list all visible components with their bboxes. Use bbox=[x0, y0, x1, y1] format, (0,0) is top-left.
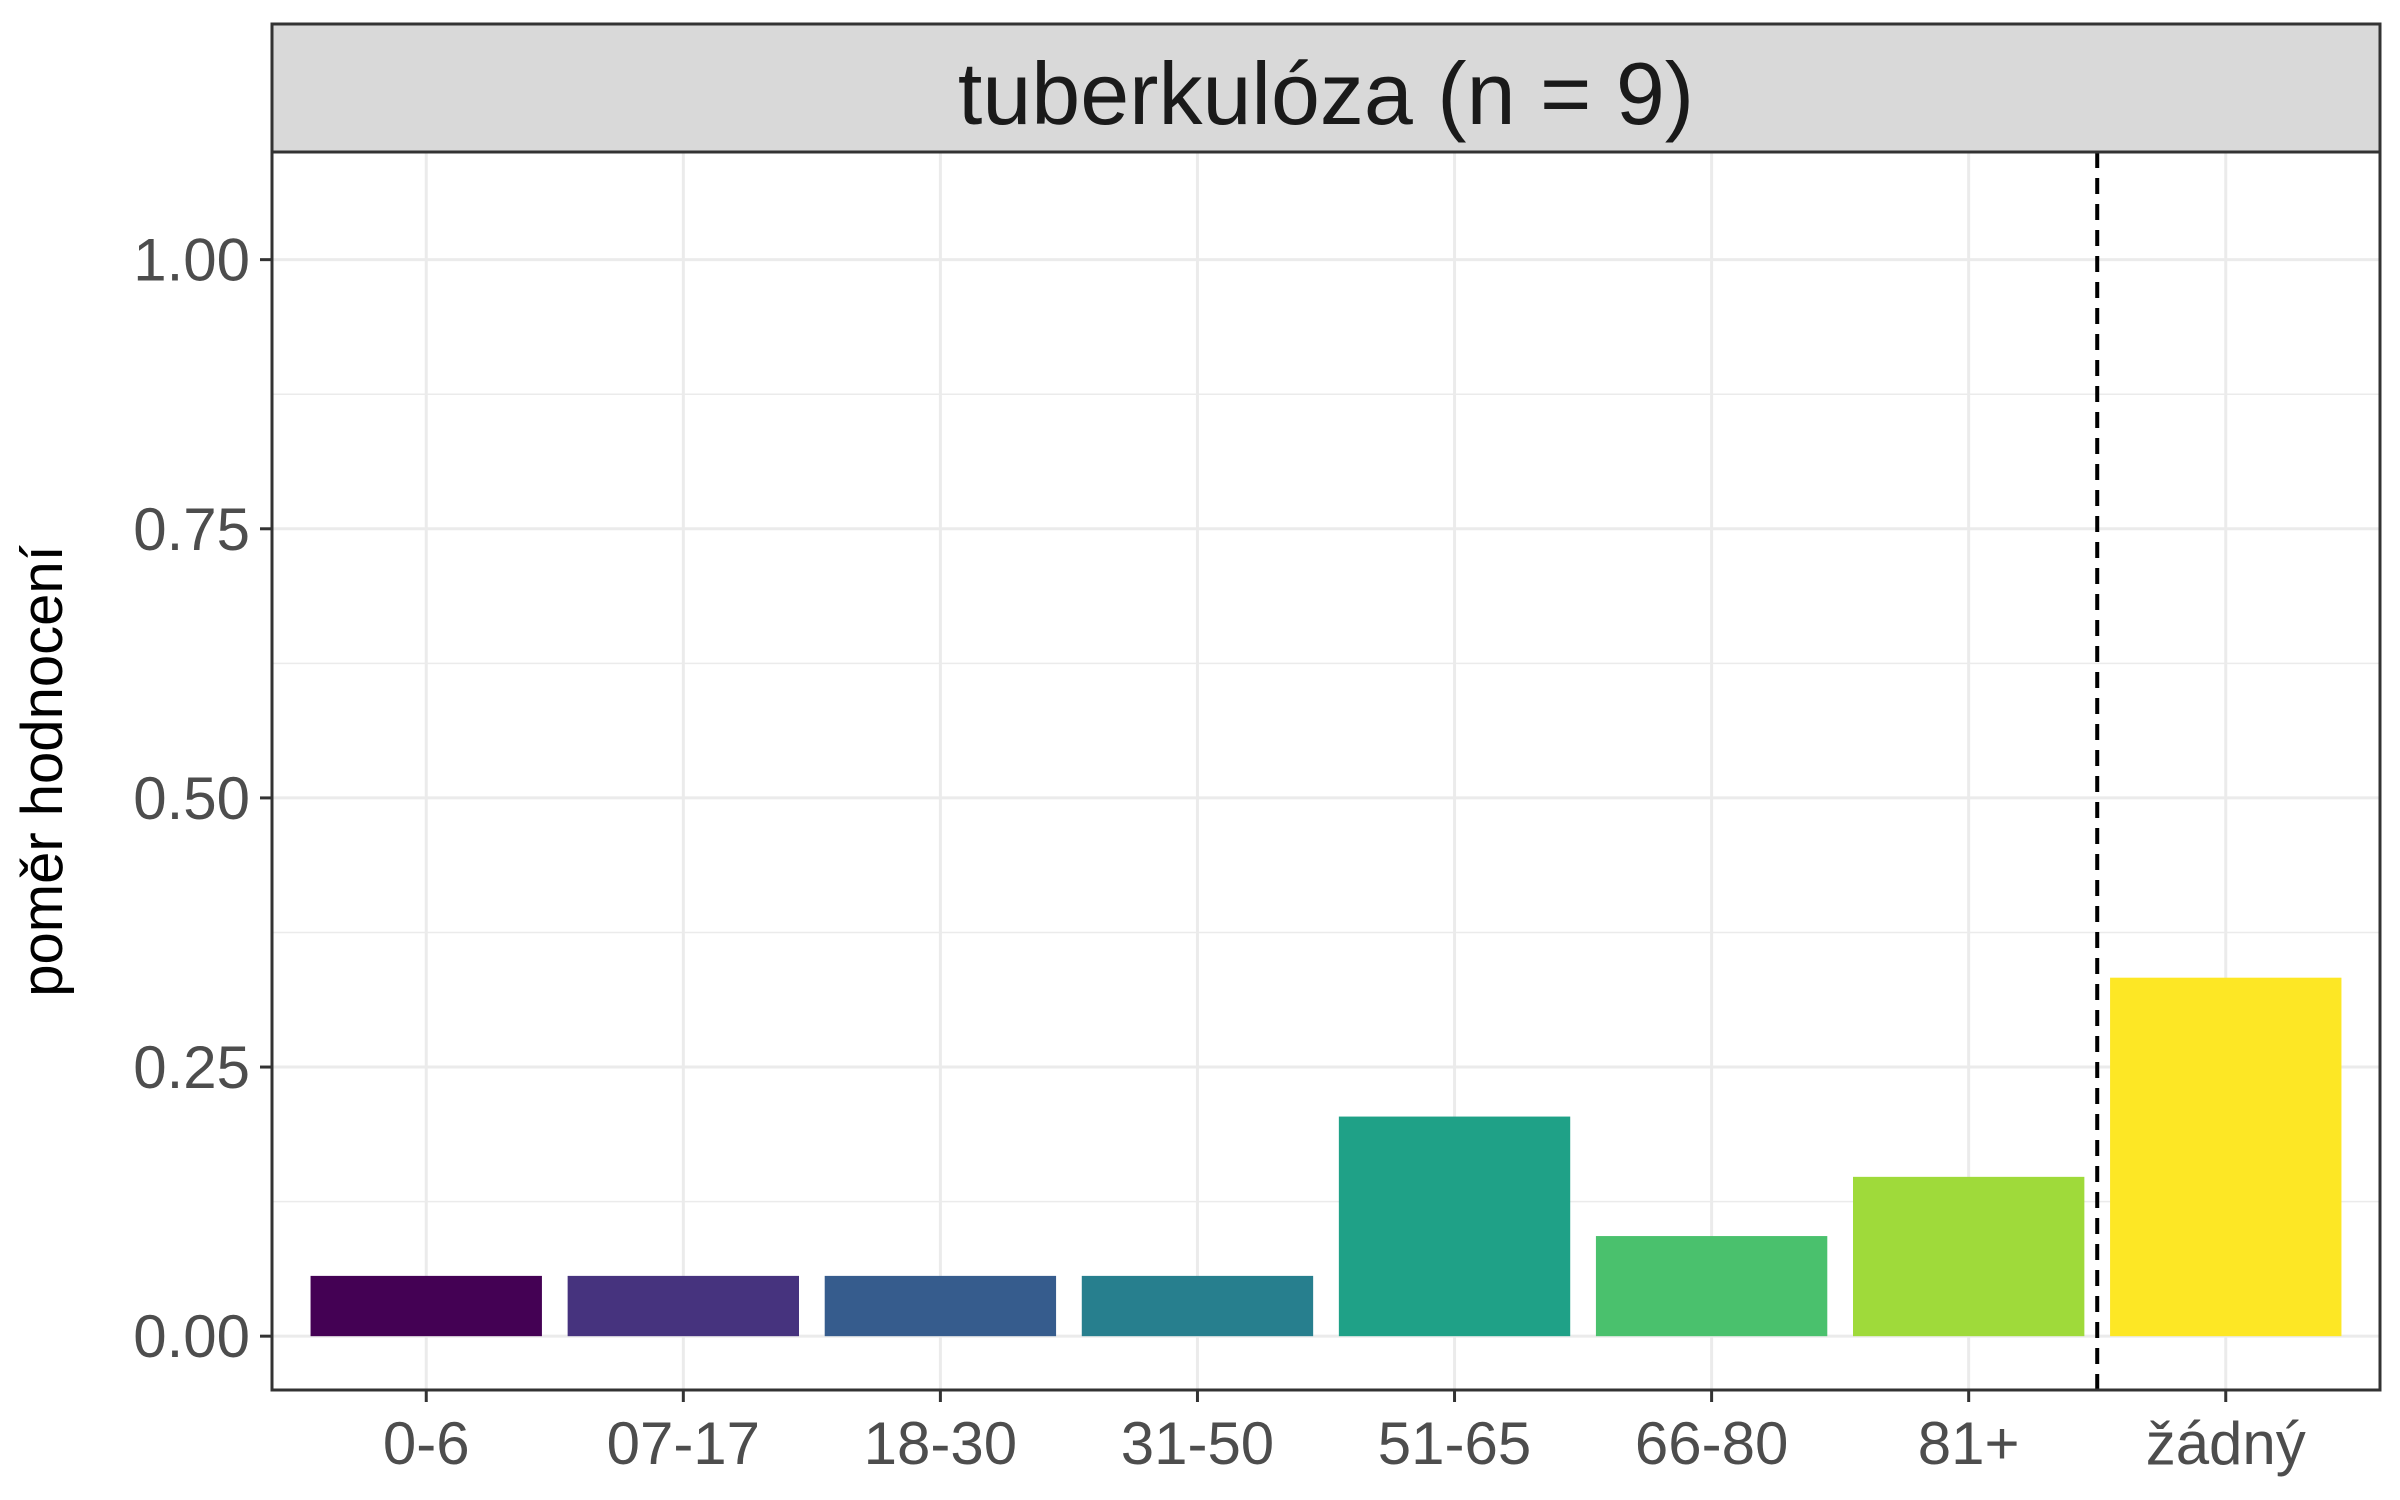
x-tick-label: 66-80 bbox=[1635, 1410, 1788, 1477]
y-tick-label: 0.25 bbox=[133, 1034, 250, 1101]
y-tick-label: 0.75 bbox=[133, 496, 250, 563]
panel-border bbox=[270, 150, 2382, 1392]
bar-31-50 bbox=[1081, 1275, 1314, 1337]
bar-81+ bbox=[1853, 1176, 2085, 1337]
facet-strip bbox=[270, 22, 2382, 154]
x-tick-label: 51-65 bbox=[1378, 1410, 1531, 1477]
bar-51-65 bbox=[1338, 1116, 1571, 1337]
x-tick-label: 07-17 bbox=[607, 1410, 760, 1477]
bar-žádný bbox=[2110, 977, 2342, 1337]
y-axis: 0.00 0.25 0.50 0.75 1.00 bbox=[133, 227, 272, 1370]
x-axis: 0-6 07-17 18-30 31-50 51-65 66-80 81+ žádný bbox=[383, 1390, 2306, 1477]
y-axis-title: poměr hodnocení bbox=[10, 545, 75, 996]
bar-07-17 bbox=[567, 1275, 799, 1337]
y-tick-label: 0.50 bbox=[133, 765, 250, 832]
bar-18-30 bbox=[824, 1275, 1057, 1337]
bars bbox=[310, 977, 2342, 1337]
x-tick-label: 18-30 bbox=[864, 1410, 1017, 1477]
facet-title: tuberkulóza (n = 9) bbox=[958, 44, 1694, 143]
x-tick-label: 0-6 bbox=[383, 1410, 470, 1477]
bar-66-80 bbox=[1595, 1236, 1828, 1337]
x-tick-label: 31-50 bbox=[1121, 1410, 1274, 1477]
bar-0-6 bbox=[310, 1275, 542, 1337]
x-tick-label: žádný bbox=[2146, 1410, 2306, 1477]
x-tick-label: 81+ bbox=[1918, 1410, 2020, 1477]
y-tick-label: 1.00 bbox=[133, 227, 250, 294]
y-tick-label: 0.00 bbox=[133, 1303, 250, 1370]
